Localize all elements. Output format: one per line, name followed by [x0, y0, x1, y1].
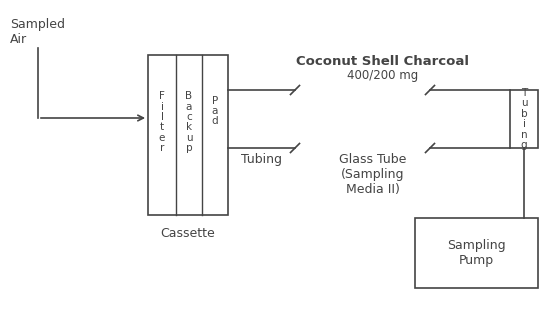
Text: Tubing: Tubing — [241, 153, 282, 166]
Text: Sampling
Pump: Sampling Pump — [447, 239, 506, 267]
Text: Glass Tube
(Sampling
Media II): Glass Tube (Sampling Media II) — [339, 153, 406, 196]
Text: T
u
b
i
n
g: T u b i n g — [521, 88, 527, 150]
Text: Coconut Shell Charcoal: Coconut Shell Charcoal — [296, 55, 469, 68]
Text: P
a
d: P a d — [211, 95, 218, 126]
Text: Cassette: Cassette — [160, 227, 215, 240]
Text: 400/200 mg: 400/200 mg — [347, 69, 418, 82]
Bar — [148, 55, 228, 215]
Text: F
i
l
t
e
r: F i l t e r — [159, 91, 165, 153]
Text: Sampled
Air: Sampled Air — [10, 18, 65, 46]
Bar — [415, 218, 538, 288]
Text: B
a
c
k
u
p: B a c k u p — [185, 91, 193, 153]
Bar — [510, 90, 538, 148]
